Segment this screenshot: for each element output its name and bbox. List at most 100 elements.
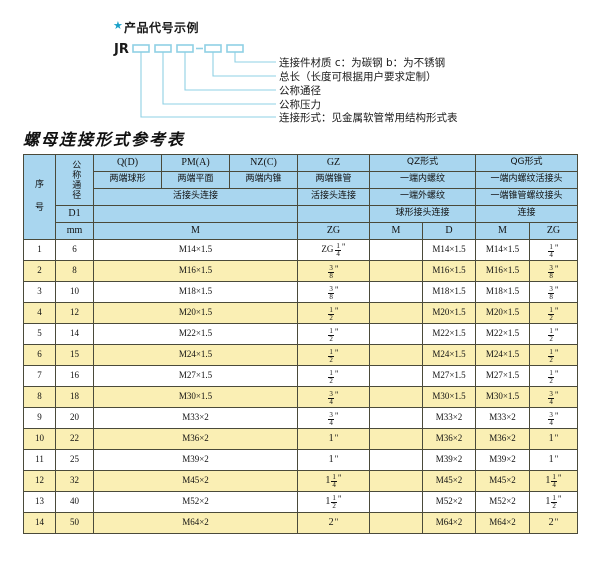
header-d1-gz-blank (297, 205, 370, 223)
cell-qz-d: M14×1.5 (422, 239, 476, 261)
diagram-note-material: 连接件材质 c：为碳钢 b：为不锈钢 (279, 57, 446, 69)
cell-qg-m: M36×2 (475, 428, 530, 450)
cell-nominal-diameter: 25 (55, 449, 94, 471)
header-row-codes: 序 号 公称通径 Q(D) PM(A) NZ(C) GZ QZ形式 QG形式 (23, 154, 578, 240)
cell-thread-m-union: M24×1.5 (93, 344, 298, 366)
cell-qg-zg: 1 1 2 " (529, 491, 578, 513)
cell-qz-d: M18×1.5 (422, 281, 476, 303)
header-row-end-types: 两端球形 两端平面 两端内锥 两端锥管 一端内螺纹 一端内螺纹活接头 (24, 171, 578, 189)
cell-seq: 6 (23, 344, 56, 366)
cell-qz-d: M24×1.5 (422, 344, 476, 366)
cell-qg-zg: 1 2 " (529, 365, 578, 387)
cell-qz-m (369, 386, 423, 408)
cell-qg-m: M18×1.5 (475, 281, 530, 303)
cell-seq: 13 (23, 491, 56, 513)
cell-qz-m (369, 239, 423, 261)
code-boxes (132, 44, 244, 53)
code-diagram-svg (132, 44, 276, 118)
cell-qg-m: M22×1.5 (475, 323, 530, 345)
cell-qz-m (369, 407, 423, 429)
cell-gz-size: 3 4 " (297, 386, 370, 408)
cell-qz-m (369, 449, 423, 471)
cell-seq: 9 (23, 407, 56, 429)
header-end-type-pma: 两端平面 (161, 171, 230, 189)
page-title: 螺母连接形式参考表 (23, 130, 186, 149)
header-end-type-qg: 一端内螺纹活接头 (475, 171, 578, 189)
diagram-heading: 产品代号示例 (124, 21, 200, 35)
cell-qg-zg: 1 " (529, 428, 578, 450)
cell-thread-m-union: M33×2 (93, 407, 298, 429)
header-nominal-diameter: 公称通径 (55, 154, 94, 206)
cell-qg-m: M16×1.5 (475, 260, 530, 282)
table-row: 4 12 M20×1.5 1 2 " M20×1.5 M20×1.5 1 2 " (23, 302, 578, 324)
header-end-type-qz: 一端内螺纹 (369, 171, 476, 189)
table-head: 序 号 公称通径 Q(D) PM(A) NZ(C) GZ QZ形式 QG形式 两… (23, 154, 578, 240)
cell-nominal-diameter: 12 (55, 302, 94, 324)
cell-qg-m: M27×1.5 (475, 365, 530, 387)
table-row: 3 10 M18×1.5 3 8 " M18×1.5 M18×1.5 3 8 " (23, 281, 578, 303)
cell-gz-size: 1 " (297, 428, 370, 450)
cell-qg-m: M39×2 (475, 449, 530, 471)
header-group-code-gz: GZ (297, 154, 370, 172)
header-connect-union-left: 活接头连接 (93, 188, 298, 206)
table-row: 6 15 M24×1.5 1 2 " M24×1.5 M24×1.5 1 2 " (23, 344, 578, 366)
cell-qg-m: M24×1.5 (475, 344, 530, 366)
cell-qg-m: M14×1.5 (475, 239, 530, 261)
table-row: 10 22 M36×2 1 " M36×2 M36×2 1 " (23, 428, 578, 450)
header-unit-mm: mm (55, 222, 94, 240)
diagram-note-nominal-dia: 公称通径 (279, 85, 321, 97)
header-unit-m-union: M (93, 222, 298, 240)
header-unit-gz: ZG (297, 222, 370, 240)
cell-seq: 3 (23, 281, 56, 303)
cell-thread-m-union: M27×1.5 (93, 365, 298, 387)
header-d1-qg: 连接 (475, 205, 578, 223)
cell-gz-size: ZG 1 4 " (297, 239, 370, 261)
cell-gz-size: 1 2 " (297, 302, 370, 324)
cell-gz-size: 1 2 " (297, 344, 370, 366)
table-row: 1 6 M14×1.5 ZG 1 4 " M14×1.5 M14×1.5 1 4 " (23, 239, 578, 261)
cell-qg-m: M52×2 (475, 491, 530, 513)
table-row: 14 50 M64×2 2 " M64×2 M64×2 2 " (23, 512, 578, 534)
header-group-code-nzc: NZ(C) (229, 154, 298, 172)
cell-gz-size: 1 1 2 " (297, 491, 370, 513)
cell-qg-zg: 1 " (529, 449, 578, 471)
cell-qg-zg: 2 " (529, 512, 578, 534)
diagram-note-length: 总长（长度可根据用户要求定制） (279, 71, 437, 83)
cell-seq: 8 (23, 386, 56, 408)
product-code-diagram: ★ 产品代号示例 JR 连接件材质 c：为碳钢 b：为不锈钢 总长（长度可根据用… (0, 0, 600, 125)
cell-nominal-diameter: 22 (55, 428, 94, 450)
cell-seq: 1 (23, 239, 56, 261)
cell-seq: 7 (23, 365, 56, 387)
leader-lines (140, 52, 276, 118)
cell-gz-size: 1 2 " (297, 323, 370, 345)
header-unit-qz-d: D (422, 222, 476, 240)
cell-thread-m-union: M45×2 (93, 470, 298, 492)
cell-thread-m-union: M52×2 (93, 491, 298, 513)
cell-qz-d: M52×2 (422, 491, 476, 513)
cell-qz-m (369, 302, 423, 324)
header-group-code-qz: QZ形式 (369, 154, 476, 172)
header-unit-qg-m: M (475, 222, 530, 240)
cell-thread-m-union: M36×2 (93, 428, 298, 450)
cell-qz-m (369, 491, 423, 513)
cell-qg-zg: 3 4 " (529, 386, 578, 408)
cell-gz-size: 1 " (297, 449, 370, 471)
nut-connection-spec-table: 序 号 公称通径 Q(D) PM(A) NZ(C) GZ QZ形式 QG形式 两… (23, 154, 578, 534)
cell-qz-d: M20×1.5 (422, 302, 476, 324)
header-d1-qz: 球形接头连接 (369, 205, 476, 223)
cell-gz-size: 1 1 4 " (297, 470, 370, 492)
cell-qg-zg: 3 4 " (529, 407, 578, 429)
cell-thread-m-union: M22×1.5 (93, 323, 298, 345)
cell-qz-m (369, 365, 423, 387)
header-d1: D1 (55, 205, 94, 223)
header-end-type-gz: 两端锥管 (297, 171, 370, 189)
header-unit-qg-zg: ZG (529, 222, 578, 240)
header-connect-qz: 一端外螺纹 (369, 188, 476, 206)
cell-qg-zg: 1 4 " (529, 239, 578, 261)
cell-qz-m (369, 260, 423, 282)
header-row-units: mm M ZG M D M ZG (24, 222, 578, 240)
header-connect-gz: 活接头连接 (297, 188, 370, 206)
cell-nominal-diameter: 8 (55, 260, 94, 282)
cell-nominal-diameter: 10 (55, 281, 94, 303)
cell-qz-m (369, 323, 423, 345)
